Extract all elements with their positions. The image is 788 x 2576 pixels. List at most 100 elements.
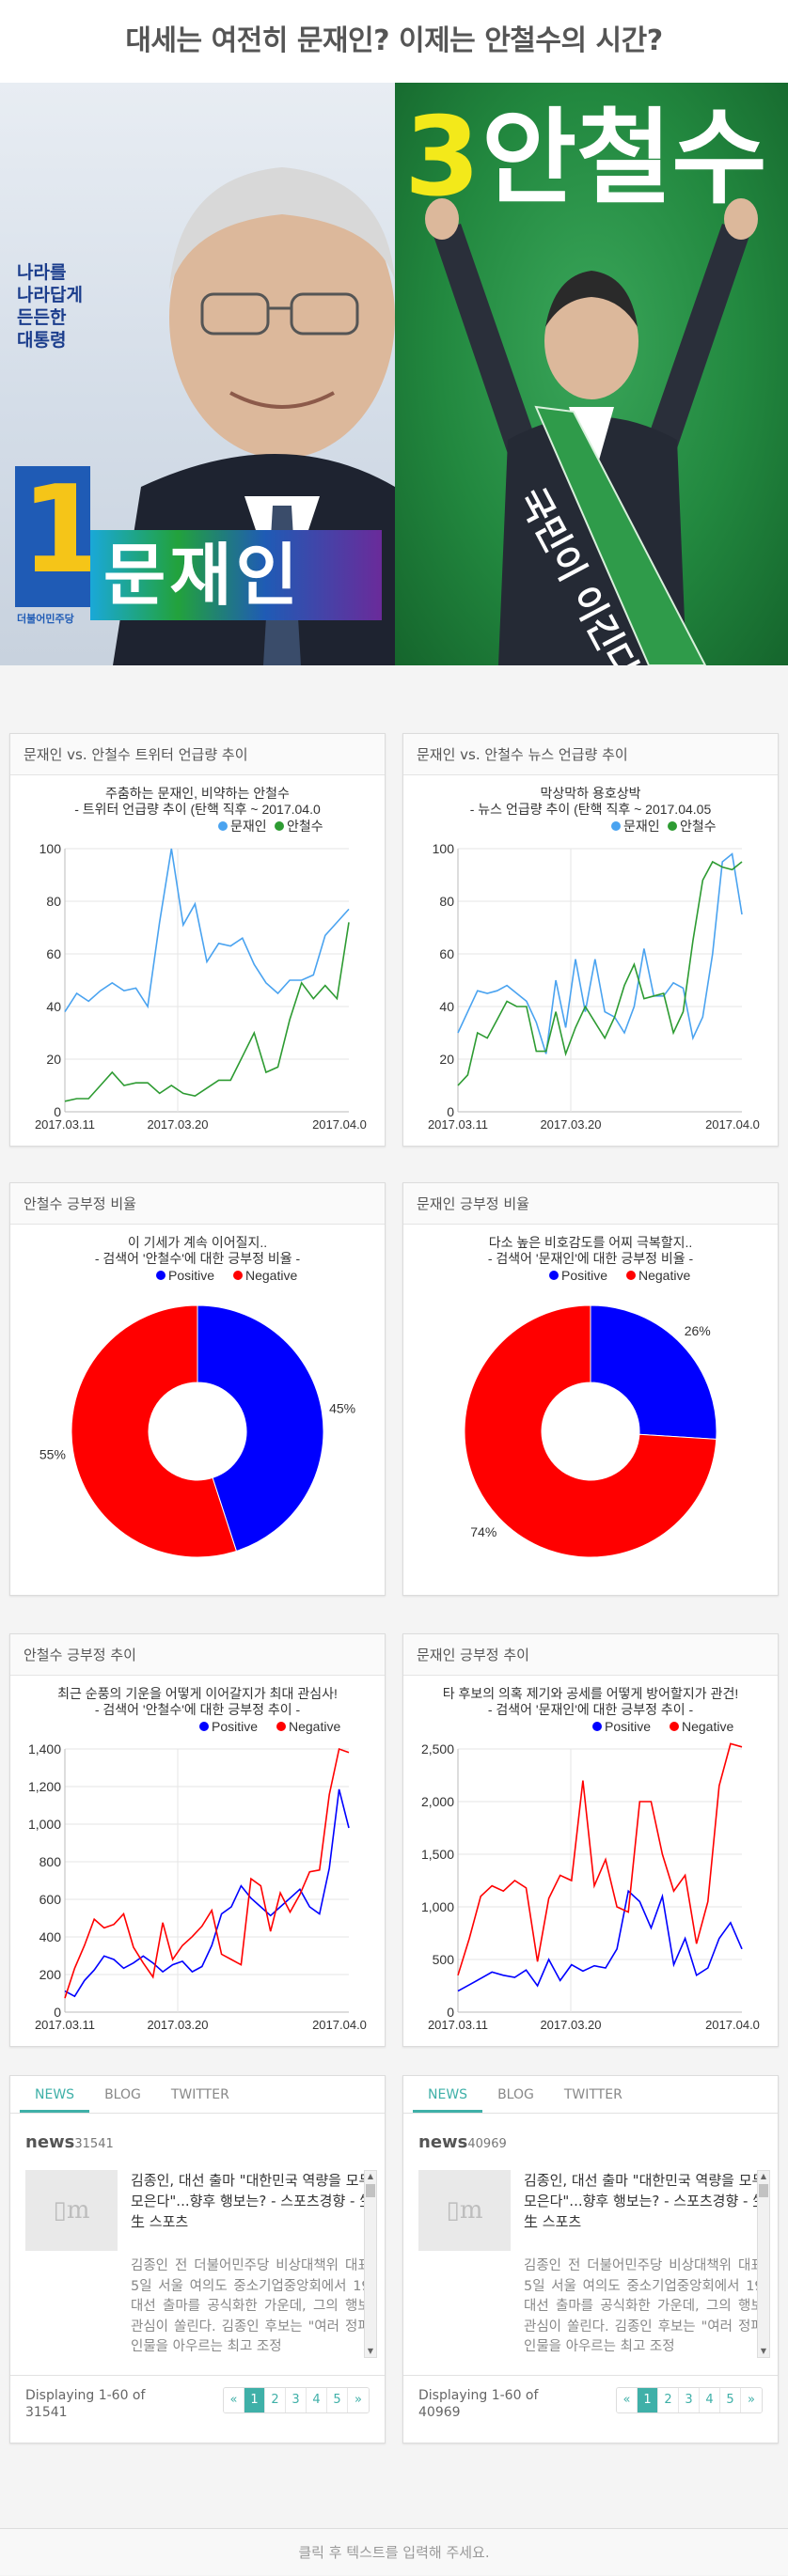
page-2-button[interactable]: 2 xyxy=(265,2388,286,2412)
thumbnail-placeholder-icon: ▯m xyxy=(418,2170,511,2251)
y-tick-label: 40 xyxy=(439,999,454,1014)
page-3-button[interactable]: 3 xyxy=(679,2388,700,2412)
chart-subtitle: - 뉴스 언급량 추이 (탄핵 직후 ~ 2017.04.05 xyxy=(470,802,712,817)
moon-name-box xyxy=(90,530,382,620)
page-next-button[interactable]: » xyxy=(741,2388,762,2412)
page-2-button[interactable]: 2 xyxy=(658,2388,679,2412)
legend-marker xyxy=(233,1271,243,1280)
scroll-down-icon[interactable]: ▼ xyxy=(760,2347,767,2355)
panel-news-trend: 문재인 vs. 안철수 뉴스 언급량 추이 막상막하 용호상박 - 뉴스 언급량 … xyxy=(402,733,779,1147)
panel-header: 안철수 긍부정 추이 xyxy=(10,1634,385,1676)
slogan-line: 나라를 xyxy=(17,262,67,283)
page-4-button[interactable]: 4 xyxy=(700,2388,720,2412)
series-line-안철수 xyxy=(64,922,350,1102)
news-item-body: 김종인 전 더불어민주당 비상대책위 대표가 5일 서울 여의도 중소기업중앙회… xyxy=(131,2258,364,2354)
page-4-button[interactable]: 4 xyxy=(307,2388,327,2412)
page-1-button[interactable]: 1 xyxy=(244,2388,265,2412)
scroll-down-icon[interactable]: ▼ xyxy=(367,2347,374,2355)
x-tick-label: 2017.03.20 xyxy=(147,2018,208,2032)
page-next-button[interactable]: » xyxy=(348,2388,369,2412)
legend-marker xyxy=(668,821,677,831)
newsbox-ahn: NEWS BLOG TWITTER news31541 ▯m 김종인, 대선 출… xyxy=(9,2075,386,2443)
x-tick-label: 2017.03.20 xyxy=(540,2018,601,2032)
page-1-button[interactable]: 1 xyxy=(638,2388,658,2412)
news-count: 40969 xyxy=(467,2137,507,2151)
y-tick-label: 1,000 xyxy=(28,1817,61,1832)
panel-header: 문재인 긍부정 비율 xyxy=(403,1183,778,1225)
legend-marker xyxy=(156,1271,165,1280)
news-trend-chart: 막상막하 용호상박- 뉴스 언급량 추이 (탄핵 직후 ~ 2017.04.05… xyxy=(428,786,760,1132)
legend-label: Negative xyxy=(638,1268,690,1283)
scroll-up-icon[interactable]: ▲ xyxy=(367,2172,374,2180)
y-tick-label: 100 xyxy=(433,841,455,856)
y-tick-label: 2,500 xyxy=(421,1741,454,1756)
panel-ahn-ratio: 안철수 긍부정 비율 이 기세가 계속 이어질지.. - 검색어 '안철수'에 대… xyxy=(9,1182,386,1596)
news-label-text: news xyxy=(418,2132,468,2152)
page-prev-button[interactable]: « xyxy=(224,2388,244,2412)
tab-news[interactable]: NEWS xyxy=(413,2076,483,2113)
news-scrollbar[interactable]: ▲ ▼ xyxy=(364,2170,377,2358)
legend-label: Negative xyxy=(245,1268,297,1283)
panel-twitter-trend: 문재인 vs. 안철수 트위터 언급량 추이 주춤하는 문재인, 비약하는 안철… xyxy=(9,733,386,1147)
page-5-button[interactable]: 5 xyxy=(720,2388,741,2412)
series-line-안철수 xyxy=(457,860,743,1086)
x-tick-label: 2017.03.20 xyxy=(147,1117,208,1132)
pie-slice-Positive xyxy=(197,1304,324,1553)
list-item[interactable]: ▯m 김종인, 대선 출마 "대한민국 역량을 모두 모은다"...향후 행보는… xyxy=(25,2170,364,2358)
page-3-button[interactable]: 3 xyxy=(286,2388,307,2412)
legend-label: Positive xyxy=(168,1268,214,1283)
x-tick-label: 2017.03.11 xyxy=(35,2018,95,2032)
newsbox-footer: Displaying 1-60 of 31541 « 1 2 3 4 5 » xyxy=(10,2375,385,2426)
newsbox-tabs: NEWS BLOG TWITTER xyxy=(403,2076,778,2114)
news-label-text: news xyxy=(25,2132,75,2152)
chart-subtitle: - 트위터 언급량 추이 (탄핵 직후 ~ 2017.04.0 xyxy=(74,802,321,817)
y-tick-label: 1,500 xyxy=(421,1847,454,1862)
panel-header: 안철수 긍부정 비율 xyxy=(10,1183,385,1225)
tab-blog[interactable]: BLOG xyxy=(497,2087,534,2102)
legend-label: Negative xyxy=(289,1719,340,1734)
thumbnail-placeholder-icon: ▯m xyxy=(25,2170,118,2251)
series-line-Negative xyxy=(64,1747,350,1999)
legend-marker xyxy=(218,821,228,831)
news-scrollbar[interactable]: ▲ ▼ xyxy=(757,2170,770,2358)
tab-twitter[interactable]: TWITTER xyxy=(563,2087,623,2102)
y-tick-label: 2,000 xyxy=(421,1794,454,1809)
y-tick-label: 1,400 xyxy=(28,1741,61,1756)
scrollbar-thumb[interactable] xyxy=(759,2184,768,2197)
legend-marker xyxy=(549,1271,559,1280)
news-source-label: news31541 xyxy=(25,2132,114,2152)
y-tick-label: 0 xyxy=(54,2005,61,2020)
displaying-count: Displaying 1-60 of 40969 xyxy=(418,2388,539,2420)
y-tick-label: 60 xyxy=(439,946,454,961)
y-tick-label: 1,200 xyxy=(28,1779,61,1794)
news-item-title[interactable]: 김종인, 대선 출마 "대한민국 역량을 모두 모은다"...향후 행보는? -… xyxy=(524,2172,757,2230)
scroll-up-icon[interactable]: ▲ xyxy=(760,2172,767,2180)
scrollbar-thumb[interactable] xyxy=(366,2184,375,2197)
page-prev-button[interactable]: « xyxy=(617,2388,638,2412)
y-tick-label: 1,000 xyxy=(421,1899,454,1914)
tab-twitter[interactable]: TWITTER xyxy=(170,2087,229,2102)
y-tick-label: 0 xyxy=(447,1104,454,1119)
legend-label: Positive xyxy=(605,1719,651,1734)
moon-number-box xyxy=(15,466,90,607)
tab-blog[interactable]: BLOG xyxy=(104,2087,141,2102)
moon-slogan: 나라를 나라답게 든든한 대통령 xyxy=(17,261,120,351)
news-count: 31541 xyxy=(74,2137,114,2151)
pie-slice-Negative xyxy=(464,1304,717,1558)
comment-input[interactable]: 클릭 후 텍스트를 입력해 주세요. xyxy=(0,2528,788,2575)
x-tick-label: 2017.03.11 xyxy=(35,1117,95,1132)
news-item-title[interactable]: 김종인, 대선 출마 "대한민국 역량을 모두 모은다"...향후 행보는? -… xyxy=(131,2172,364,2230)
ahn-poster: 3 안철수 국민이 이긴다 xyxy=(395,83,788,665)
y-tick-label: 500 xyxy=(433,1952,455,1967)
tab-news[interactable]: NEWS xyxy=(20,2076,90,2113)
page-5-button[interactable]: 5 xyxy=(327,2388,348,2412)
panel-moon-trend: 문재인 긍부정 추이 타 후보의 의혹 제기와 공세를 어떻게 방어할지가 관건… xyxy=(402,1633,779,2047)
x-tick-label: 2017.04.0 xyxy=(312,2018,367,2032)
list-item[interactable]: ▯m 김종인, 대선 출마 "대한민국 역량을 모두 모은다"...향후 행보는… xyxy=(418,2170,757,2358)
y-tick-label: 80 xyxy=(46,894,61,909)
legend-marker xyxy=(611,821,621,831)
page-title: 대세는 여전히 문재인? 이제는 안철수의 시간? xyxy=(0,0,788,83)
moon-trend-chart: 타 후보의 의혹 제기와 공세를 어떻게 방어할지가 관건!- 검색어 '문재인… xyxy=(421,1686,760,2032)
legend-marker xyxy=(626,1271,636,1280)
slice-label: 74% xyxy=(470,1524,496,1539)
